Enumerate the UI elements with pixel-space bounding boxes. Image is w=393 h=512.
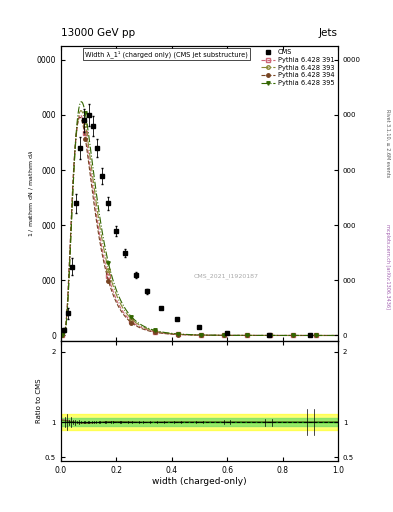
Y-axis label: 1 / mathrm dN / mathrm d$\lambda$: 1 / mathrm dN / mathrm d$\lambda$ — [27, 150, 35, 238]
Text: Rivet 3.1.10, ≥ 2.6M events: Rivet 3.1.10, ≥ 2.6M events — [385, 109, 390, 178]
Text: 13000 GeV pp: 13000 GeV pp — [61, 28, 135, 38]
Legend: CMS, Pythia 6.428 391, Pythia 6.428 393, Pythia 6.428 394, Pythia 6.428 395: CMS, Pythia 6.428 391, Pythia 6.428 393,… — [259, 48, 336, 88]
Bar — [61, 418, 338, 426]
X-axis label: width (charged-only): width (charged-only) — [152, 477, 247, 486]
Text: Width λ_1¹ (charged only) (CMS jet substructure): Width λ_1¹ (charged only) (CMS jet subst… — [85, 51, 248, 58]
Text: mcplots.cern.ch [arXiv:1306.3436]: mcplots.cern.ch [arXiv:1306.3436] — [385, 224, 390, 309]
Bar — [61, 414, 338, 431]
Y-axis label: Ratio to CMS: Ratio to CMS — [36, 379, 42, 423]
Text: Jets: Jets — [319, 28, 338, 38]
Text: CMS_2021_I1920187: CMS_2021_I1920187 — [194, 273, 259, 279]
